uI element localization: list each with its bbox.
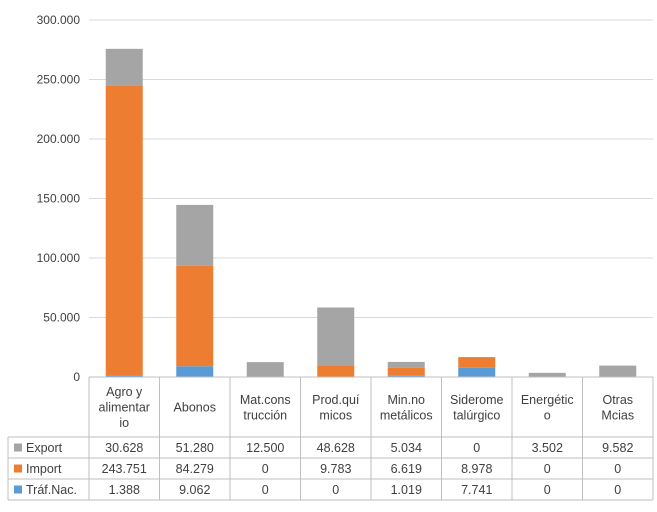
- y-tick-label: 100.000: [37, 251, 81, 265]
- category-label: Prod.quí: [312, 393, 360, 407]
- data-value: 1.019: [391, 483, 422, 497]
- y-tick-label: 200.000: [37, 132, 81, 146]
- data-value: 30.628: [105, 441, 143, 455]
- category-label: Min.no: [387, 393, 425, 407]
- y-tick-label: 300.000: [37, 13, 81, 27]
- bar-export: [176, 204, 214, 266]
- data-value: 9.062: [179, 483, 210, 497]
- category-label: Mcias: [601, 408, 634, 422]
- category-label: Siderome: [450, 393, 504, 407]
- data-value: 7.741: [461, 483, 492, 497]
- data-value: 0: [614, 483, 621, 497]
- bar-trfnac: [176, 366, 214, 377]
- bar-import: [105, 85, 143, 376]
- data-value: 0: [544, 462, 551, 476]
- bar-import: [317, 365, 355, 377]
- data-value: 12.500: [246, 441, 284, 455]
- data-value: 0: [544, 483, 551, 497]
- legend-swatch: [14, 485, 22, 494]
- data-value: 243.751: [102, 462, 147, 476]
- bars: [105, 48, 637, 377]
- legend-swatch: [14, 464, 22, 473]
- y-tick-label: 150.000: [37, 192, 81, 206]
- series-label: Tráf.Nac.: [26, 483, 77, 497]
- category-label: io: [119, 416, 129, 430]
- bar-trfnac: [387, 375, 425, 377]
- data-value: 9.783: [320, 462, 351, 476]
- y-tick-label: 50.000: [43, 311, 80, 325]
- data-value: 84.279: [176, 462, 214, 476]
- legend-swatch: [14, 443, 22, 452]
- category-label: trucción: [243, 408, 287, 422]
- data-value: 6.619: [391, 462, 422, 476]
- bar-trfnac: [458, 367, 496, 377]
- gridlines: [89, 19, 653, 318]
- bar-export: [599, 365, 637, 377]
- bar-export: [387, 361, 425, 368]
- category-label: Abonos: [174, 401, 216, 415]
- category-label: Energétic: [521, 393, 574, 407]
- data-value: 0: [332, 483, 339, 497]
- data-value: 8.978: [461, 462, 492, 476]
- data-value: 0: [262, 483, 269, 497]
- data-value: 48.628: [317, 441, 355, 455]
- category-label: micos: [319, 408, 352, 422]
- data-value: 1.388: [109, 483, 140, 497]
- category-label: Agro y: [106, 385, 143, 399]
- data-value: 9.582: [602, 441, 633, 455]
- category-label: Otras: [602, 393, 633, 407]
- bar-export: [528, 372, 566, 377]
- bar-import: [387, 367, 425, 376]
- series-label: Import: [26, 462, 62, 476]
- data-value: 0: [614, 462, 621, 476]
- bar-trfnac: [105, 375, 143, 377]
- y-axis: 0 50.000 100.000 150.000 200.000 250.000 300.0…: [37, 13, 81, 384]
- bar-export: [105, 48, 143, 86]
- series-label: Export: [26, 441, 63, 455]
- data-value: 0: [262, 462, 269, 476]
- data-value: 5.034: [391, 441, 422, 455]
- y-tick-label: 250.000: [37, 73, 81, 87]
- category-label: talúrgico: [453, 408, 500, 422]
- category-label: o: [544, 408, 551, 422]
- category-label: metálicos: [380, 408, 433, 422]
- data-value: 0: [473, 441, 480, 455]
- bar-import: [458, 357, 496, 368]
- category-label: alimentar: [99, 401, 150, 415]
- bar-import: [176, 265, 214, 367]
- data-value: 3.502: [532, 441, 563, 455]
- category-label: Mat.cons: [240, 393, 291, 407]
- data-value: 51.280: [176, 441, 214, 455]
- y-tick-label: 0: [73, 370, 80, 384]
- bar-export: [246, 362, 284, 377]
- bar-export: [317, 307, 355, 366]
